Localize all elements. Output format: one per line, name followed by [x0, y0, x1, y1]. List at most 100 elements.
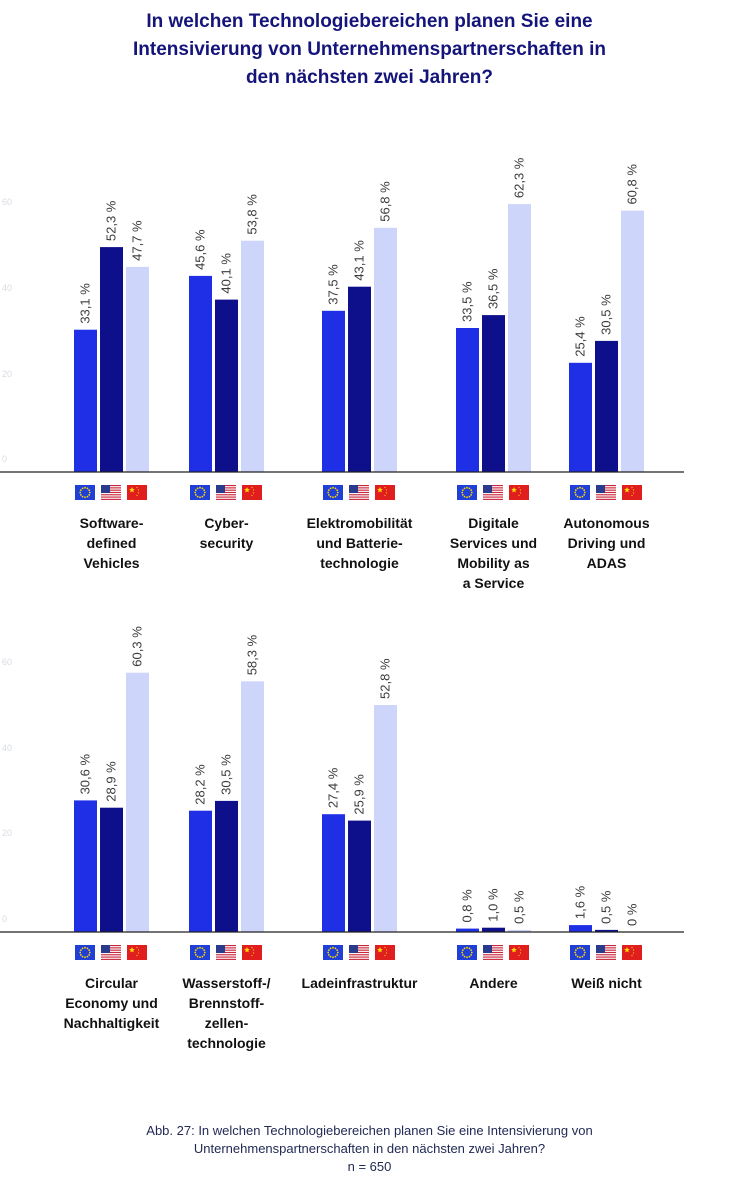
eu-flag-star — [461, 489, 464, 491]
us-flag-canton — [483, 945, 492, 953]
eu-flag-star — [466, 486, 468, 489]
china-flag-small-star — [518, 954, 520, 957]
eu-flag-star — [463, 955, 466, 958]
category-label: Services und — [450, 535, 537, 551]
category-label: ADAS — [587, 555, 627, 571]
eu-flag-star — [199, 496, 201, 499]
us-flag-stripe — [483, 945, 503, 947]
bar — [215, 800, 238, 933]
data-label: 0,8 % — [460, 889, 475, 923]
china-flag-icon — [242, 945, 262, 960]
eu-flag-star — [88, 949, 91, 951]
data-label: 43,1 % — [352, 240, 367, 281]
caption-line-2: Unternehmenspartnerschaften in den nächs… — [193, 1141, 546, 1156]
category-label: und Batterie- — [316, 535, 403, 551]
china-flag-big-star — [244, 947, 250, 953]
china-flag-icon — [127, 945, 147, 960]
eu-flag-star — [579, 946, 581, 949]
china-flag-small-star — [519, 489, 522, 491]
china-flag-small-star — [384, 954, 386, 957]
us-flag-stripe — [216, 958, 236, 960]
us-flag-stripe — [101, 958, 121, 960]
bar — [322, 310, 345, 473]
eu-flag-background — [457, 945, 477, 960]
eu-flag-star — [579, 486, 581, 489]
us-flag-stripe — [101, 947, 121, 949]
eu-flag-star — [581, 947, 584, 950]
category-label: Nachhaltigkeit — [64, 1015, 160, 1031]
category-label: Digitale — [468, 515, 519, 531]
eu-flag-background — [570, 485, 590, 500]
us-flag-canton — [101, 485, 110, 493]
data-label: 53,8 % — [245, 194, 260, 235]
eu-flag-star — [196, 947, 199, 950]
china-flag-small-star — [519, 949, 522, 951]
us-flag-stripe — [596, 487, 616, 489]
bar — [508, 929, 531, 932]
eu-flag-star — [581, 955, 584, 958]
eu-flag-star — [461, 491, 464, 494]
china-flag-big-star — [624, 947, 630, 953]
eu-flag-star — [194, 489, 197, 491]
us-flag-stripe — [349, 494, 369, 496]
sample-size: n = 650 — [347, 1159, 392, 1174]
data-label: 0,5 % — [512, 890, 527, 924]
eu-flag-star — [470, 949, 473, 951]
eu-flag-star — [84, 946, 86, 949]
data-label: 60,8 % — [625, 164, 640, 205]
eu-flag-star — [336, 954, 339, 956]
eu-flag-star — [468, 487, 471, 490]
us-flag-canton — [349, 485, 358, 493]
data-label: 33,5 % — [460, 281, 475, 322]
eu-flag-star — [196, 955, 199, 958]
eu-flag-icon — [570, 945, 590, 960]
chart-panel-1: 0 20 40 60 33,1 % 52,3 % 47,7 % Software-define… — [0, 157, 684, 591]
eu-flag-background — [190, 485, 210, 500]
category-label: zellen- — [205, 1015, 249, 1031]
bar — [100, 807, 123, 932]
china-flag-small-star — [136, 486, 138, 489]
category-label: Autonomous — [563, 515, 650, 531]
china-flag-icon — [622, 485, 642, 500]
us-flag-stripe — [596, 494, 616, 496]
eu-flag-star — [583, 489, 586, 491]
eu-flag-star — [470, 954, 473, 956]
china-flag-small-star — [252, 949, 255, 951]
china-flag-icon — [509, 485, 529, 500]
y-tick-label: 40 — [2, 743, 12, 753]
us-flag-stripe — [483, 491, 503, 494]
bar — [621, 210, 644, 472]
china-flag-big-star — [129, 947, 135, 953]
eu-flag-star — [463, 487, 466, 490]
us-flag-stripe — [596, 945, 616, 947]
eu-flag-star — [84, 496, 86, 499]
us-flag-stripe — [596, 491, 616, 494]
data-label: 52,8 % — [378, 658, 393, 699]
china-flag-small-star — [632, 492, 635, 494]
eu-flag-star — [461, 494, 464, 496]
y-tick-label: 20 — [2, 828, 12, 838]
data-label: 30,6 % — [78, 754, 93, 795]
china-flag-small-star — [631, 486, 633, 489]
us-flag-stripe — [483, 489, 503, 491]
china-flag-big-star — [511, 487, 517, 493]
chart-title: In welchen Technologiebereichen planen S… — [60, 8, 679, 92]
data-label: 25,9 % — [352, 774, 367, 815]
data-label: 47,7 % — [130, 220, 145, 261]
us-flag-stripe — [596, 954, 616, 956]
us-flag-stripe — [101, 485, 121, 487]
eu-flag-star — [334, 955, 337, 958]
data-label: 28,9 % — [104, 761, 119, 802]
us-flag-stripe — [101, 951, 121, 954]
category-label: Weiß nicht — [571, 975, 642, 991]
figure-caption: Abb. 27: In welchen Technologiebereichen… — [40, 1122, 699, 1176]
us-flag-stripe — [483, 956, 503, 958]
us-flag-stripe — [596, 951, 616, 954]
us-flag-stripe — [101, 949, 121, 951]
us-flag-icon — [483, 485, 503, 500]
eu-flag-star — [574, 489, 577, 491]
eu-flag-star — [88, 954, 91, 956]
eu-flag-star — [203, 489, 206, 491]
us-flag-stripe — [101, 498, 121, 500]
eu-flag-star — [79, 951, 82, 954]
